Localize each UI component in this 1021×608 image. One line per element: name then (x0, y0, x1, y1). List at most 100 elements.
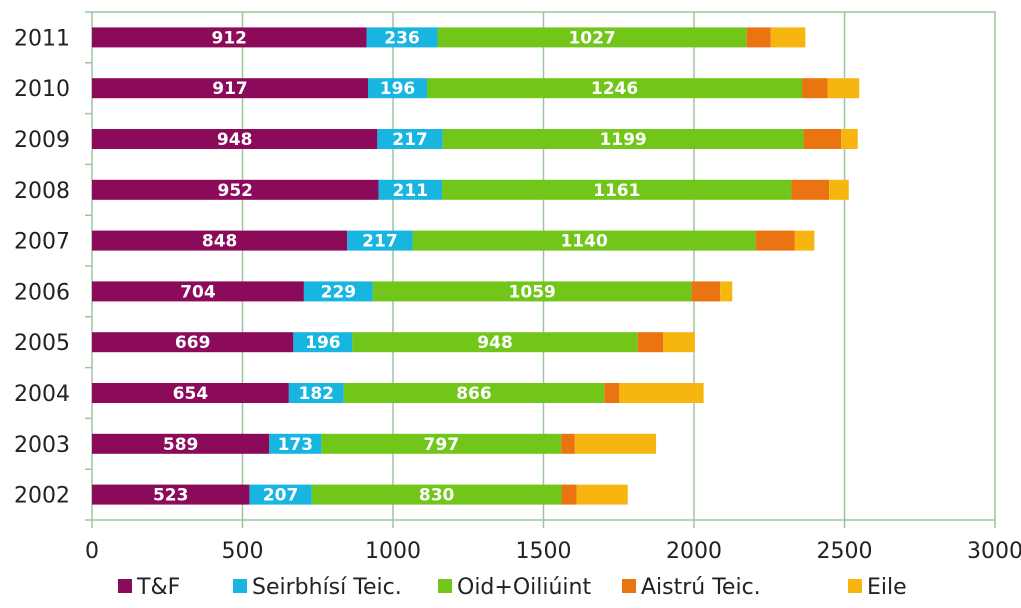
bar-segment (377, 129, 443, 149)
bar-segment (637, 332, 664, 353)
bar-segment (92, 383, 289, 403)
data-label: 196 (380, 79, 416, 99)
legend-swatch (118, 579, 132, 593)
bar-segment (303, 281, 373, 302)
data-label: 866 (456, 384, 492, 404)
legend-swatch (233, 579, 247, 593)
data-label: 797 (424, 435, 460, 455)
category-label: 2002 (14, 484, 70, 509)
data-label: 1246 (591, 79, 638, 99)
legend-swatch (848, 579, 862, 593)
data-label: 948 (477, 333, 513, 353)
bars-layer (92, 27, 860, 505)
x-tick-label: 2000 (666, 539, 722, 564)
category-label: 2004 (14, 382, 70, 407)
category-label: 2009 (14, 128, 70, 153)
data-label: 229 (321, 282, 357, 302)
bar-segment (561, 484, 577, 505)
bar-segment (720, 281, 733, 302)
bar-segment (802, 78, 828, 99)
bar-segment (841, 129, 858, 149)
bar-segment (269, 433, 322, 454)
bar-segment (249, 484, 312, 505)
bar-segment (794, 230, 815, 251)
data-label: 589 (163, 435, 199, 455)
bar-segment (92, 179, 379, 200)
bar-segment (803, 129, 842, 149)
bar-segment (576, 484, 628, 505)
category-label: 2006 (14, 280, 70, 305)
data-label: 654 (173, 384, 209, 404)
category-label: 2005 (14, 331, 70, 356)
data-label: 207 (263, 486, 299, 506)
category-label: 2008 (14, 179, 70, 204)
bar-segment (442, 179, 792, 200)
data-label: 1199 (599, 130, 646, 150)
bar-segment (770, 27, 806, 48)
category-label: 2010 (14, 77, 70, 102)
bar-segment (791, 179, 830, 200)
bar-segment (92, 27, 367, 48)
data-label: 704 (180, 282, 216, 302)
data-label: 196 (305, 333, 341, 353)
legend-label: Oid+Oiliúint (457, 575, 591, 600)
bar-segment (347, 230, 413, 251)
labels-layer: 912 236 1027 917 196 1246 948 217 1199 952 211 1161… (153, 28, 647, 505)
bar-segment (619, 383, 704, 403)
bar-segment (372, 281, 692, 302)
category-label: 2003 (14, 433, 70, 458)
legend-label: Aistrú Teic. (641, 575, 761, 600)
bar-segment (366, 27, 438, 48)
category-label: 2007 (14, 230, 70, 255)
data-label: 173 (278, 435, 314, 455)
bar-segment (427, 78, 803, 99)
bar-segment (604, 383, 620, 403)
data-label: 948 (217, 130, 253, 150)
x-tick-label: 3000 (967, 539, 1021, 564)
category-label: 2011 (14, 26, 70, 51)
bar-segment (561, 433, 575, 454)
bar-segment (755, 230, 795, 251)
bar-segment (691, 281, 721, 302)
data-label: 848 (202, 232, 238, 252)
bar-segment (92, 433, 270, 454)
data-label: 1059 (509, 282, 556, 302)
bar-segment (827, 78, 860, 99)
bar-segment (352, 332, 638, 353)
bar-segment (288, 383, 344, 403)
data-label: 236 (384, 28, 420, 48)
data-label: 1161 (593, 181, 640, 201)
data-label: 669 (175, 333, 211, 353)
legend-label: Seirbhísí Teic. (252, 575, 402, 600)
legend-label: T&F (136, 575, 180, 600)
data-label: 217 (392, 130, 428, 150)
bar-segment (343, 383, 605, 403)
bar-segment (378, 179, 443, 200)
data-label: 217 (362, 232, 398, 252)
bar-segment (663, 332, 695, 353)
x-tick-label: 2500 (817, 539, 873, 564)
data-label: 211 (393, 181, 429, 201)
bar-segment (321, 433, 562, 454)
data-label: 830 (419, 486, 455, 506)
data-label: 1140 (560, 232, 607, 252)
bar-segment (92, 484, 250, 505)
bar-segment (437, 27, 747, 48)
x-tick-label: 500 (222, 539, 264, 564)
bar-segment (92, 281, 304, 302)
bar-segment (368, 78, 428, 99)
data-label: 523 (153, 486, 189, 506)
bar-segment (92, 332, 294, 353)
data-label: 182 (298, 384, 334, 404)
data-label: 917 (212, 79, 248, 99)
x-tick-label: 1000 (365, 539, 421, 564)
bar-segment (574, 433, 657, 454)
axis-layer: 0 500 1000 1500 2000 2500 3000 2011 2010 2009 2008… (14, 11, 1021, 564)
bar-segment (746, 27, 771, 48)
legend-swatch (438, 579, 452, 593)
bar-segment (311, 484, 562, 505)
legend-layer: T&F Seirbhísí Teic. Oid+Oiliúint Aistrú Tei… (118, 575, 907, 600)
bar-segment (293, 332, 353, 353)
